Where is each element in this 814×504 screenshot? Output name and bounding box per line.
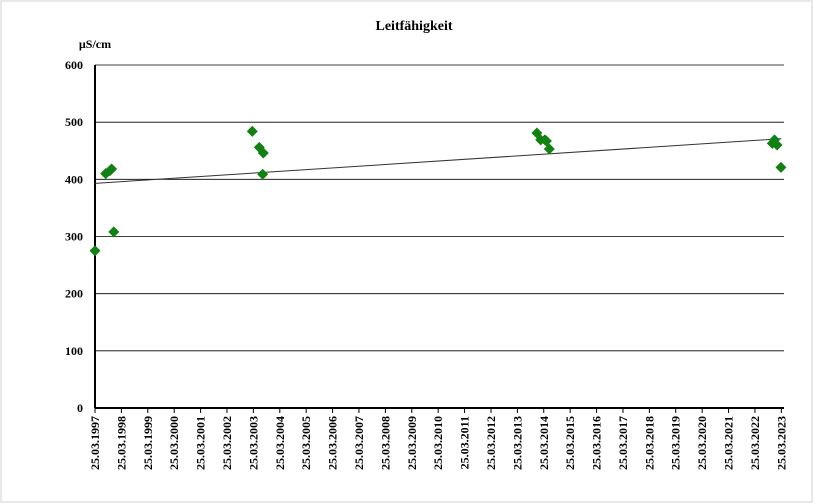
x-tick-label: 25.03.1998 [114, 416, 128, 470]
x-tick-label: 25.03.1997 [88, 416, 102, 470]
data-point [246, 125, 258, 137]
x-tick-label: 25.03.2003 [246, 416, 260, 470]
data-point [771, 139, 783, 151]
x-tick-label: 25.03.2002 [220, 416, 234, 470]
x-tick-label: 25.03.2007 [352, 416, 366, 470]
y-tick-label: 300 [65, 230, 83, 244]
x-tick-label: 25.03.2008 [378, 416, 392, 470]
x-tick-label: 25.03.2015 [563, 416, 577, 470]
y-tick-label: 100 [65, 344, 83, 358]
x-tick-label: 25.03.2004 [273, 416, 287, 470]
x-tick-label: 25.03.2011 [458, 416, 472, 469]
x-tick-label: 25.03.2018 [642, 416, 656, 470]
data-point [89, 245, 101, 257]
data-point [257, 168, 269, 180]
x-tick-label: 25.03.2019 [669, 416, 683, 470]
x-tick-label: 25.03.2010 [431, 416, 445, 470]
x-tick-label: 25.03.2005 [299, 416, 313, 470]
y-tick-label: 500 [65, 115, 83, 129]
x-tick-label: 25.03.2000 [167, 416, 181, 470]
x-tick-label: 25.03.2020 [695, 416, 709, 470]
x-tick-label: 25.03.2023 [774, 416, 788, 470]
trendline [94, 138, 782, 184]
x-tick-label: 25.03.2009 [405, 416, 419, 470]
data-point [257, 147, 269, 159]
x-tick-label: 25.03.2012 [484, 416, 498, 470]
x-tick-label: 25.03.2013 [510, 416, 524, 470]
y-axis-label: µS/cm [79, 37, 111, 51]
y-tick-label: 600 [65, 58, 83, 72]
x-tick-label: 25.03.2016 [590, 416, 604, 470]
x-tick-label: 25.03.2014 [537, 416, 551, 470]
data-point [108, 226, 120, 238]
x-tick-label: 25.03.2017 [616, 416, 630, 470]
x-tick-label: 25.03.1999 [141, 416, 155, 470]
x-tick-label: 25.03.2006 [326, 416, 340, 470]
data-point [775, 161, 787, 173]
data-point [543, 143, 555, 155]
data-point [106, 163, 118, 175]
chart-title: Leitfähigkeit [376, 19, 453, 34]
y-tick-label: 0 [77, 401, 83, 415]
x-tick-label: 25.03.2021 [722, 416, 736, 470]
x-tick-label: 25.03.2001 [194, 416, 208, 470]
y-tick-label: 400 [65, 172, 83, 186]
y-tick-label: 200 [65, 287, 83, 301]
x-tick-label: 25.03.2022 [748, 416, 762, 470]
